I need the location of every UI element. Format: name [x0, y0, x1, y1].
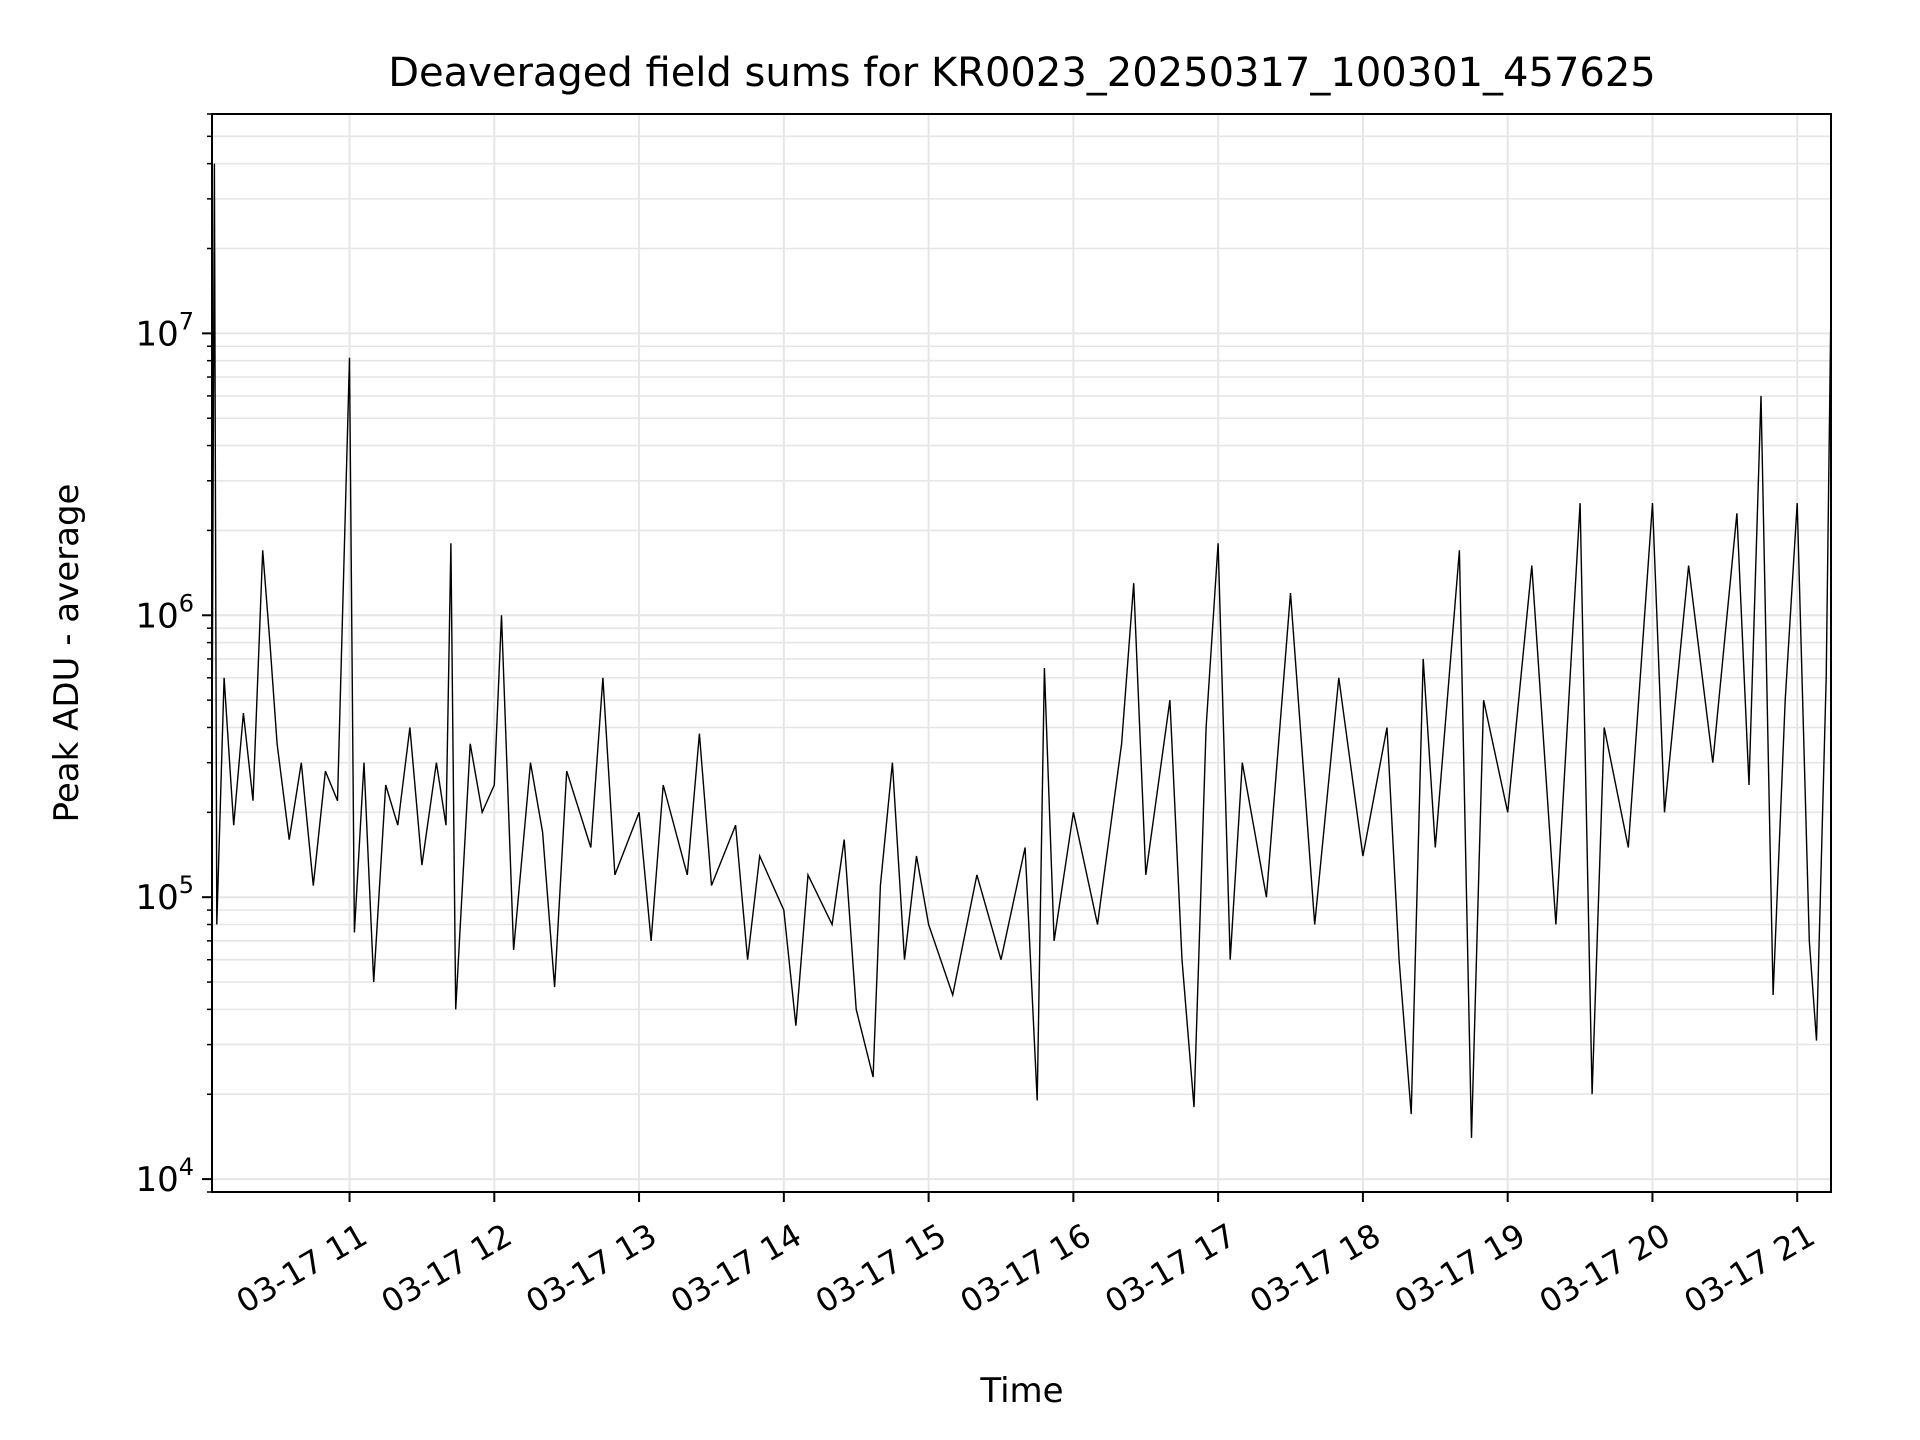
chart-title: Deaveraged field sums for KR0023_2025031… — [388, 50, 1656, 96]
series-group — [211, 163, 1832, 1138]
y-tick-label: 104 — [135, 1153, 194, 1200]
x-axis-label: Time — [979, 1371, 1063, 1411]
y-tick-label: 107 — [135, 307, 194, 354]
plot-frame — [211, 113, 1832, 1193]
y-tick-label: 106 — [135, 589, 194, 636]
y-tick-label: 105 — [135, 871, 194, 918]
y-axis: 104 105 106 107 — [135, 113, 212, 1200]
series-line — [211, 163, 1832, 1138]
y-axis-label: Peak ADU - average — [47, 484, 87, 823]
